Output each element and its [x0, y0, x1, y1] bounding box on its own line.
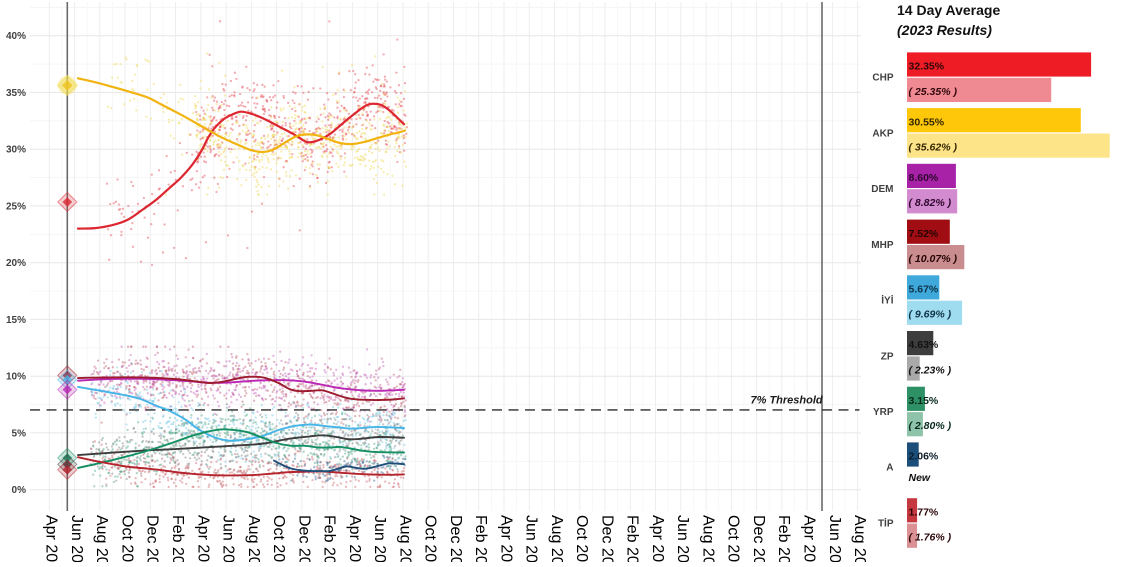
svg-text:Jun 2028: Jun 2028: [826, 515, 843, 562]
svg-text:( 8.82% ): ( 8.82% ): [909, 197, 952, 209]
svg-text:( 9.69% ): ( 9.69% ): [909, 309, 952, 321]
svg-text:DEM: DEM: [871, 184, 893, 195]
svg-text:( 2.23% ): ( 2.23% ): [909, 364, 952, 376]
svg-text:4.63%: 4.63%: [909, 339, 939, 351]
svg-text:30%: 30%: [6, 145, 26, 156]
svg-text:Dec 2023: Dec 2023: [144, 515, 161, 562]
svg-text:Aug 2026: Aug 2026: [548, 515, 565, 562]
svg-text:A: A: [886, 463, 893, 474]
svg-text:Oct 2027: Oct 2027: [725, 515, 742, 562]
svg-text:Oct 2023: Oct 2023: [119, 515, 136, 562]
svg-text:20%: 20%: [6, 258, 26, 269]
svg-text:40%: 40%: [6, 31, 26, 42]
svg-text:Apr 2027: Apr 2027: [649, 515, 666, 562]
svg-text:Dec 2027: Dec 2027: [750, 515, 767, 562]
svg-text:32.35%: 32.35%: [909, 61, 945, 73]
svg-text:( 2.80% ): ( 2.80% ): [909, 420, 952, 432]
svg-text:14 Day Average: 14 Day Average: [897, 2, 1000, 18]
svg-text:Feb 2026: Feb 2026: [472, 515, 489, 562]
svg-text:5%: 5%: [12, 428, 27, 439]
svg-text:30.55%: 30.55%: [909, 116, 945, 128]
svg-text:8.60%: 8.60%: [909, 172, 939, 184]
svg-text:0%: 0%: [12, 485, 27, 496]
svg-text:Apr 2028: Apr 2028: [801, 515, 818, 562]
svg-text:Jun 2024: Jun 2024: [220, 515, 237, 562]
svg-text:Dec 2025: Dec 2025: [447, 515, 464, 562]
svg-text:( 25.35% ): ( 25.35% ): [909, 86, 958, 98]
svg-text:1.77%: 1.77%: [909, 506, 939, 518]
svg-text:Dec 2024: Dec 2024: [295, 515, 312, 562]
svg-text:Jun 2026: Jun 2026: [523, 515, 540, 562]
svg-text:CHP: CHP: [872, 73, 893, 84]
svg-text:MHP: MHP: [871, 240, 894, 251]
svg-text:Aug 2025: Aug 2025: [396, 515, 413, 562]
svg-text:Feb 2027: Feb 2027: [624, 515, 641, 562]
svg-text:Feb 2024: Feb 2024: [169, 515, 186, 562]
svg-text:10%: 10%: [6, 372, 26, 383]
svg-text:Aug 2023: Aug 2023: [93, 515, 110, 562]
svg-text:Dec 2026: Dec 2026: [598, 515, 615, 562]
svg-text:( 10.07% ): ( 10.07% ): [909, 253, 958, 265]
svg-text:Oct 2024: Oct 2024: [270, 515, 287, 562]
svg-text:Jun 2023: Jun 2023: [68, 515, 85, 562]
svg-text:Feb 2028: Feb 2028: [775, 515, 792, 562]
svg-text:( 35.62% ): ( 35.62% ): [909, 142, 958, 154]
svg-text:TİP: TİP: [878, 517, 894, 530]
svg-text:Oct 2026: Oct 2026: [573, 515, 590, 562]
svg-text:Aug 2028: Aug 2028: [851, 515, 868, 562]
svg-text:5.67%: 5.67%: [909, 284, 939, 296]
svg-text:Aug 2024: Aug 2024: [245, 515, 262, 562]
svg-text:Apr 2026: Apr 2026: [497, 515, 514, 562]
svg-text:New: New: [909, 472, 931, 484]
svg-text:YRP: YRP: [873, 407, 894, 418]
svg-text:Jun 2027: Jun 2027: [674, 515, 691, 562]
svg-text:25%: 25%: [6, 201, 26, 212]
svg-text:2.06%: 2.06%: [909, 451, 939, 463]
svg-text:Jun 2025: Jun 2025: [371, 515, 388, 562]
svg-text:15%: 15%: [6, 315, 26, 326]
svg-text:Apr 2025: Apr 2025: [346, 515, 363, 562]
svg-text:3.15%: 3.15%: [909, 395, 939, 407]
svg-text:Aug 2027: Aug 2027: [700, 515, 717, 562]
svg-text:7% Threshold: 7% Threshold: [751, 395, 823, 407]
svg-text:İYİ: İYİ: [881, 294, 893, 307]
svg-text:Apr 2023: Apr 2023: [43, 515, 60, 562]
svg-text:Apr 2024: Apr 2024: [194, 515, 211, 562]
svg-text:35%: 35%: [6, 88, 26, 99]
svg-text:(2023 Results): (2023 Results): [897, 22, 992, 38]
svg-text:7.52%: 7.52%: [909, 228, 939, 240]
svg-text:( 1.76% ): ( 1.76% ): [909, 532, 952, 544]
svg-text:Feb 2025: Feb 2025: [321, 515, 338, 562]
svg-text:Oct 2025: Oct 2025: [422, 515, 439, 562]
svg-text:ZP: ZP: [881, 351, 894, 362]
svg-text:AKP: AKP: [872, 128, 893, 139]
